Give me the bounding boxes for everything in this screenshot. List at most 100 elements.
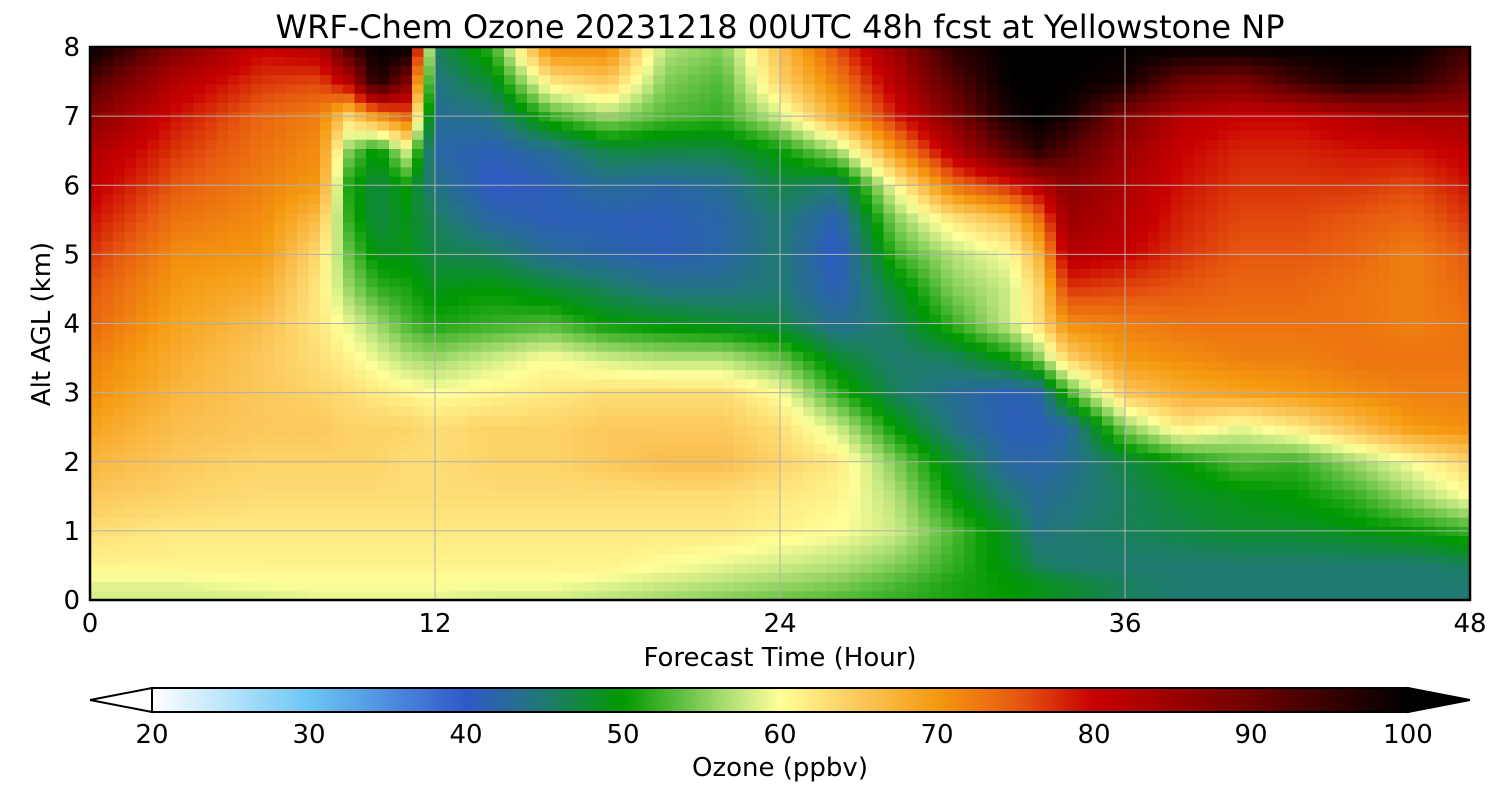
heat-cell (285, 240, 298, 251)
heat-cell (1136, 378, 1149, 389)
heat-cell (1067, 480, 1080, 490)
heat-cell (1010, 231, 1023, 242)
heat-cell (1205, 553, 1218, 564)
heat-cell (1435, 452, 1448, 463)
heat-cell (1056, 406, 1069, 417)
ozone-field (90, 47, 1470, 600)
heat-cell (1148, 240, 1161, 251)
heat-cell (964, 341, 977, 352)
heat-cell (780, 295, 793, 306)
heat-cell (113, 461, 126, 472)
heat-cell (193, 295, 206, 306)
heat-cell (1113, 517, 1126, 527)
heat-cell (941, 231, 954, 242)
heat-cell (872, 332, 885, 343)
heat-cell (435, 332, 448, 343)
heat-cell (941, 240, 954, 251)
heat-cell (1067, 378, 1080, 389)
heat-cell (550, 563, 563, 573)
heat-cell (1171, 277, 1184, 288)
heat-cell (607, 461, 620, 472)
heat-cell (803, 323, 816, 334)
heat-cell (1136, 470, 1149, 481)
heat-cell (354, 360, 367, 371)
heat-cell (722, 572, 735, 583)
heat-cell (895, 590, 908, 600)
heat-cell (676, 470, 689, 481)
heat-cell (1366, 369, 1379, 380)
heat-cell (1389, 240, 1402, 251)
heat-cell (1090, 351, 1103, 361)
heat-cell (113, 268, 126, 279)
heat-cell (1286, 470, 1299, 481)
heat-cell (768, 461, 781, 472)
heat-cell (918, 461, 931, 472)
heat-cell (343, 258, 356, 269)
heat-cell (837, 369, 850, 380)
heat-cell (676, 498, 689, 509)
heat-cell (331, 507, 344, 518)
heat-cell (573, 572, 586, 583)
heat-cell (688, 323, 701, 334)
heat-cell (929, 295, 942, 306)
heat-cell (1240, 590, 1253, 600)
heat-cell (1067, 424, 1080, 435)
heat-cell (964, 443, 977, 454)
heat-cell (262, 378, 275, 389)
heat-cell (906, 434, 919, 444)
heat-cell (469, 544, 482, 555)
heat-cell (297, 212, 310, 223)
heat-cell (458, 351, 471, 361)
heat-cell (768, 323, 781, 334)
heat-cell (895, 424, 908, 435)
heat-cell (1263, 461, 1276, 472)
heat-cell (1424, 461, 1437, 472)
heat-cell (1458, 581, 1470, 592)
heat-cell (136, 305, 149, 315)
heat-cell (630, 397, 643, 408)
heat-cell (170, 535, 183, 546)
heat-cell (1205, 535, 1218, 546)
heat-cell (1217, 517, 1230, 527)
heat-cell (550, 480, 563, 490)
heat-cell (1217, 507, 1230, 518)
heat-cell (251, 535, 264, 546)
heat-cell (1113, 424, 1126, 435)
heat-cell (791, 544, 804, 555)
heat-cell (918, 424, 931, 435)
heat-cell (1182, 295, 1195, 306)
heat-cell (101, 443, 114, 454)
heat-cell (297, 286, 310, 297)
heat-cell (446, 378, 459, 389)
heat-cell (1113, 443, 1126, 454)
heat-cell (251, 517, 264, 527)
heat-cell (228, 406, 241, 417)
heat-cell (837, 563, 850, 573)
heat-cell (377, 434, 390, 444)
heat-cell (400, 517, 413, 527)
heat-cell (734, 424, 747, 435)
heat-cell (1205, 258, 1218, 269)
heat-cell (458, 305, 471, 315)
heat-cell (1113, 240, 1126, 251)
heat-cell (1309, 507, 1322, 518)
heat-cell (987, 572, 1000, 583)
heat-cell (676, 507, 689, 518)
heat-cell (573, 544, 586, 555)
heat-cell (745, 369, 758, 380)
heat-cell (1332, 277, 1345, 288)
heat-cell (343, 563, 356, 573)
heat-cell (1171, 378, 1184, 389)
heat-cell (619, 517, 632, 527)
heat-cell (860, 341, 873, 352)
heat-cell (469, 452, 482, 463)
heat-cell (412, 295, 425, 306)
heat-cell (906, 341, 919, 352)
heat-cell (1182, 314, 1195, 325)
heat-cell (228, 369, 241, 380)
heat-cell (1136, 452, 1149, 463)
heat-cell (1079, 415, 1092, 426)
heat-cell (1021, 434, 1034, 444)
heat-cell (688, 517, 701, 527)
heat-cell (906, 314, 919, 325)
